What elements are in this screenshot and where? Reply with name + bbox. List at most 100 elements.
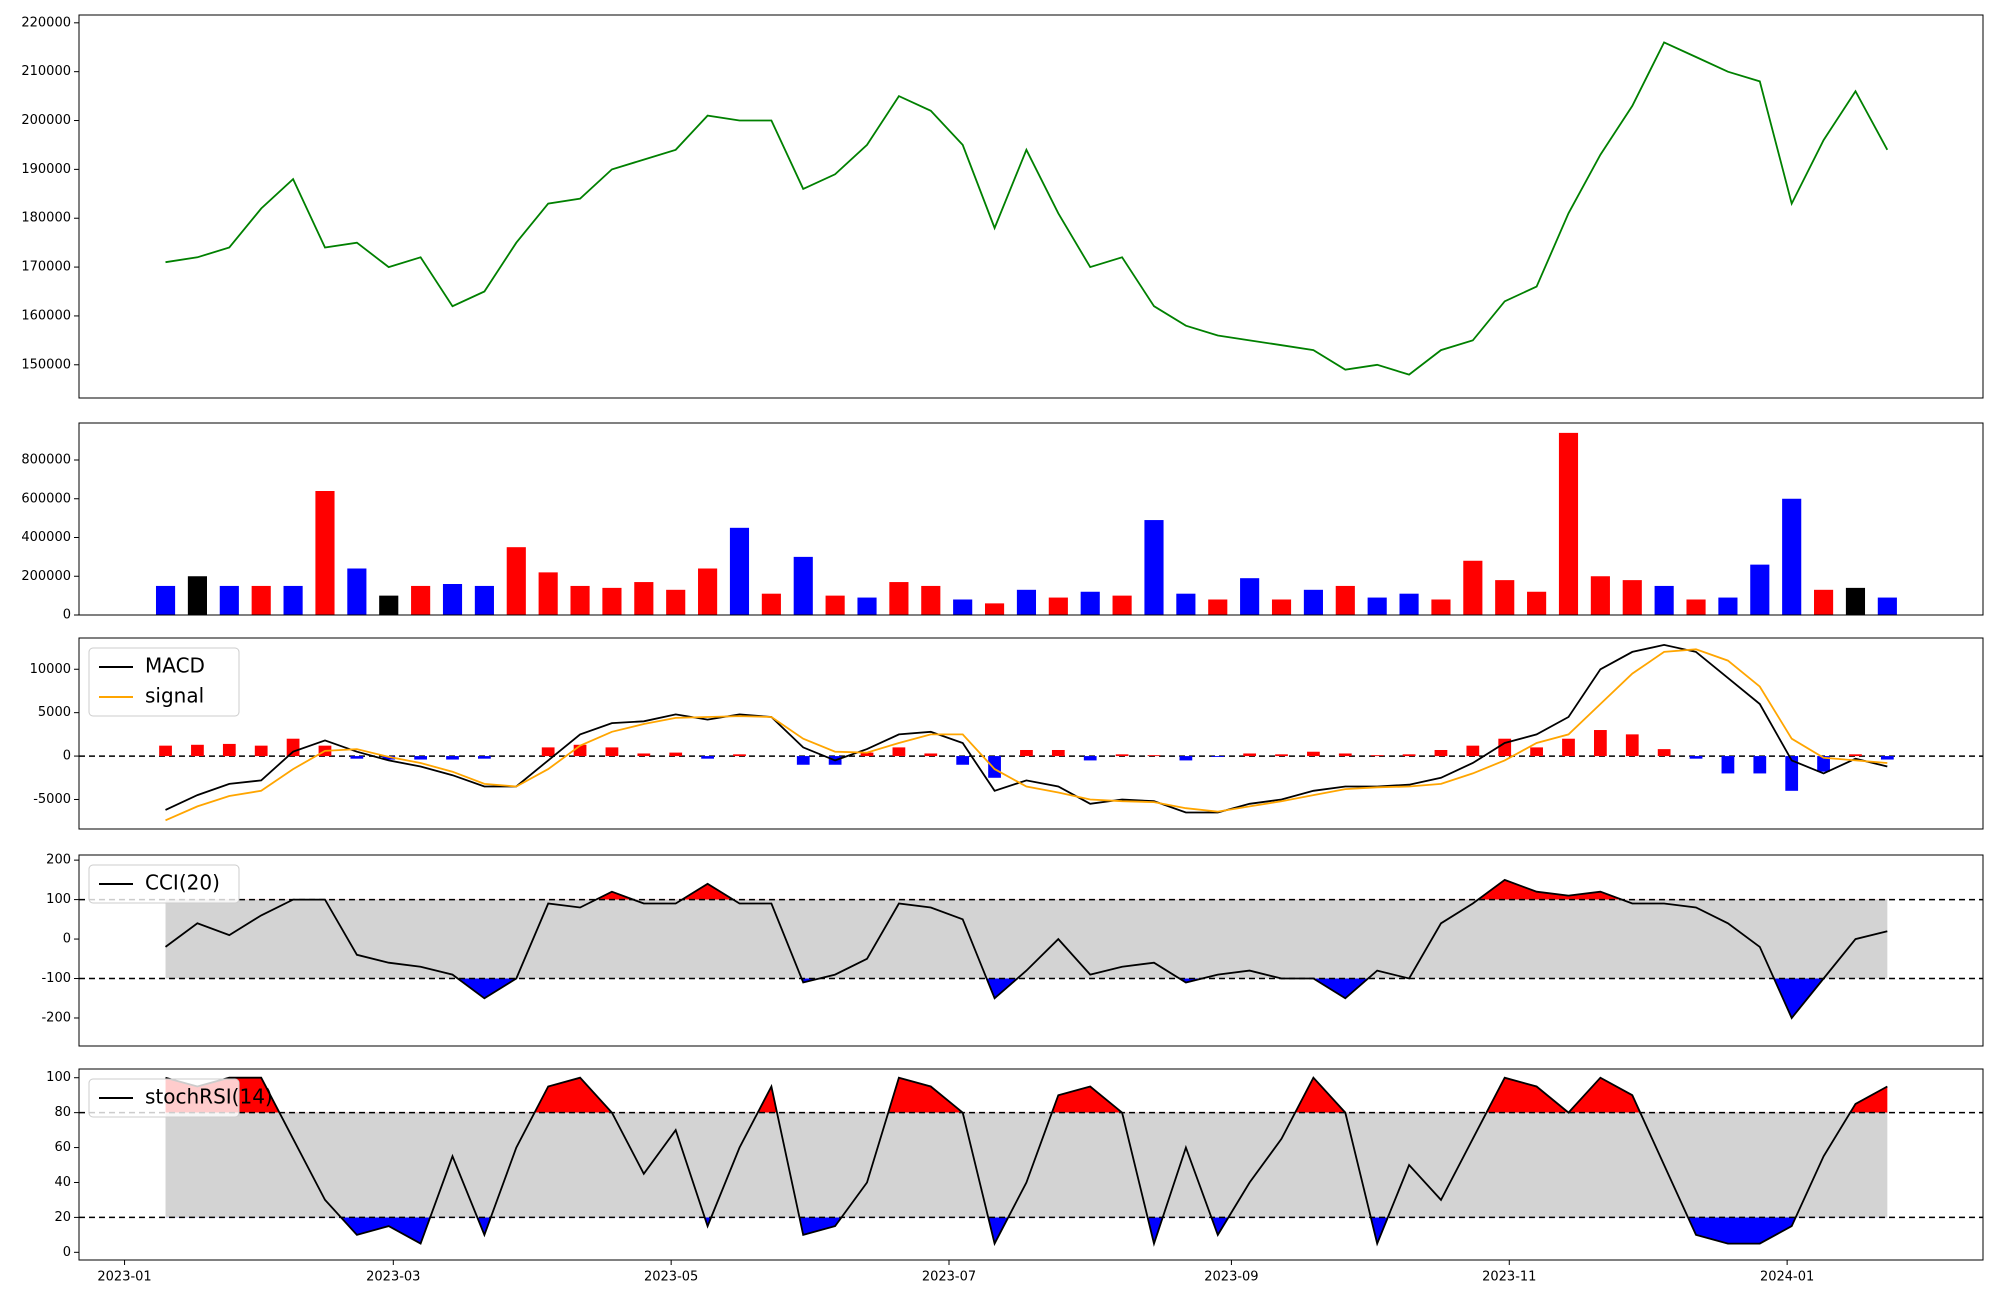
volume-bar <box>1814 589 1834 615</box>
histogram-bar <box>1753 756 1767 774</box>
y-tick-label: 60 <box>54 1140 71 1155</box>
legend-label: MACD <box>145 654 205 678</box>
plot-area <box>79 1076 1983 1247</box>
histogram-bar <box>1530 747 1543 757</box>
histogram-bar <box>1849 754 1862 757</box>
y-tick-label: 0 <box>63 749 71 764</box>
histogram-bar <box>446 756 459 760</box>
volume-bar <box>921 585 941 615</box>
price-line <box>165 41 1889 376</box>
volume-bar <box>1431 599 1451 615</box>
volume-bar <box>219 585 239 615</box>
y-tick-label: 40 <box>54 1175 71 1190</box>
histogram-bar <box>254 745 268 757</box>
volume-bar <box>442 584 463 615</box>
histogram-bar <box>1785 756 1799 791</box>
y-tick-label: 100 <box>46 1070 71 1085</box>
neutral-band <box>165 899 1888 979</box>
legend-box <box>88 1078 240 1118</box>
y-tick-label: 800000 <box>21 453 71 468</box>
y-tick-label: 180000 <box>21 211 71 226</box>
x-tick-label: 2023-05 <box>644 1270 698 1285</box>
volume-bar <box>761 593 781 615</box>
panel: -200 -100 0 100 200 CCI(20) <box>41 853 1984 1047</box>
volume-bar <box>1558 432 1579 615</box>
volume-bar <box>1622 580 1642 615</box>
histogram-bar <box>1275 754 1288 757</box>
volume-bar <box>570 585 590 615</box>
volume-bar <box>1877 597 1897 615</box>
volume-bar <box>1845 587 1866 615</box>
volume-bar <box>1367 597 1387 615</box>
volume-bar <box>1463 560 1483 615</box>
volume-bar <box>889 582 909 615</box>
histogram-bar <box>669 752 683 757</box>
y-tick-label: -200 <box>41 1010 71 1025</box>
volume-bar <box>1686 599 1706 615</box>
volume-bar <box>1303 589 1323 615</box>
histogram-bar <box>605 747 619 757</box>
panel-frame <box>78 422 1984 616</box>
volume-bar <box>538 572 558 615</box>
histogram-bar <box>191 744 204 757</box>
volume-bar <box>1750 564 1770 615</box>
volume-bar <box>347 568 367 615</box>
histogram-bar <box>222 743 236 757</box>
volume-bar <box>1718 597 1738 615</box>
volume-bar <box>1590 576 1610 615</box>
x-tick-label: 2024-01 <box>1760 1270 1814 1285</box>
volume-bar <box>155 585 176 615</box>
panel-frame <box>78 1068 1984 1261</box>
histogram-bar <box>573 744 587 757</box>
volume-bar <box>251 585 271 615</box>
histogram-bar <box>1338 753 1352 757</box>
y-tick-label: 170000 <box>21 260 71 275</box>
y-tick-label: -5000 <box>33 792 71 807</box>
legend-box <box>88 647 240 717</box>
y-tick-label: 100 <box>46 892 71 907</box>
x-tick-label: 2023-03 <box>366 1270 420 1285</box>
neutral-band <box>165 1112 1888 1218</box>
y-tick-label: 600000 <box>21 491 71 506</box>
histogram-bar <box>988 756 1001 778</box>
histogram-bar <box>1689 756 1703 759</box>
panel-frame <box>78 637 1984 830</box>
volume-bar <box>315 491 335 615</box>
histogram-bar <box>637 753 651 757</box>
volume-bar <box>283 585 303 615</box>
panel-frame <box>78 854 1984 1047</box>
histogram-bar <box>1115 754 1129 757</box>
histogram-bar <box>414 756 428 760</box>
histogram-bar <box>796 756 810 765</box>
volume-bar <box>1271 599 1292 615</box>
volume-bar <box>411 585 431 615</box>
volume-bar <box>1654 585 1674 615</box>
panel: 0 200000 400000 600000 800000 <box>21 422 1984 623</box>
y-tick-label: 220000 <box>21 15 71 30</box>
volume-bar <box>825 595 845 615</box>
volume-bar <box>666 589 686 615</box>
volume-bar <box>698 568 718 615</box>
plot-area <box>165 41 1889 376</box>
histogram-bar <box>1243 753 1257 757</box>
histogram-bar <box>159 745 172 757</box>
volume-bar <box>793 556 813 615</box>
histogram-bar <box>1817 756 1830 772</box>
y-tick-label: 200000 <box>21 569 71 584</box>
plot-area <box>79 643 1983 822</box>
y-tick-label: 200 <box>46 853 71 868</box>
panel-frame <box>78 14 1984 399</box>
histogram-bar <box>1625 734 1639 757</box>
y-tick-label: 0 <box>63 608 71 623</box>
y-tick-label: 150000 <box>21 357 71 372</box>
histogram-bar <box>892 747 906 757</box>
histogram-bar <box>1562 738 1575 757</box>
histogram-bar <box>286 738 300 757</box>
histogram-bar <box>1721 756 1735 774</box>
volume-bar <box>1782 498 1802 615</box>
histogram-bar <box>350 756 364 759</box>
volume-bar <box>1048 597 1068 615</box>
legend-box <box>88 864 240 904</box>
histogram-bar <box>1051 749 1065 757</box>
legend-label: CCI(20) <box>145 871 220 895</box>
